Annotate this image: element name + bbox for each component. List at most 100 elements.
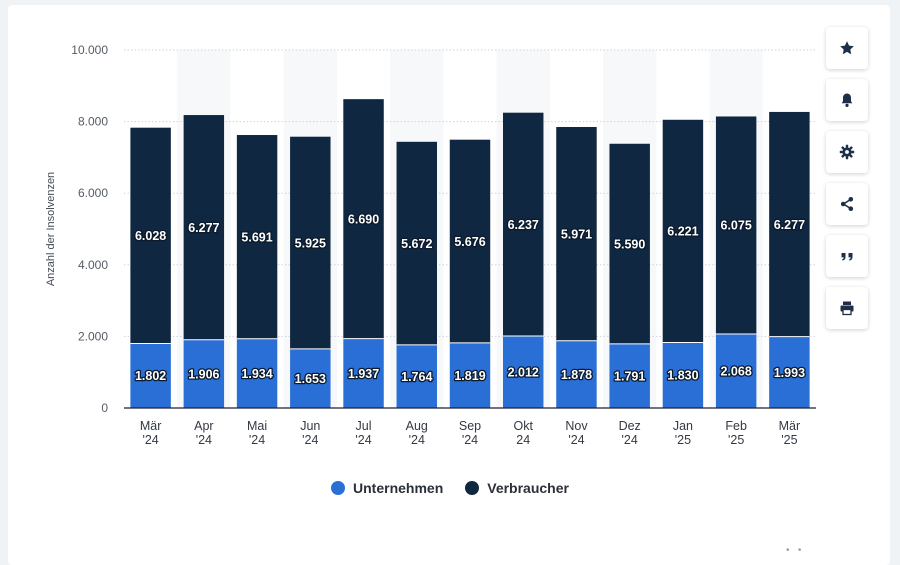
stacked-bar-chart: 0 2.000 4.000 6.000 8.000 10.000 Anzahl der In… bbox=[45, 43, 816, 447]
x-tick-label: Jun bbox=[300, 419, 320, 433]
legend-swatch-verbraucher bbox=[465, 481, 480, 495]
bar-verbraucher bbox=[556, 127, 597, 341]
x-tick-label-year: '24 bbox=[355, 433, 371, 447]
x-tick-label-year: '24 bbox=[249, 433, 265, 447]
x-tick-label-year: '25 bbox=[728, 433, 744, 447]
bar-verbraucher bbox=[290, 136, 331, 349]
data-label-unternehmen: 1.906 bbox=[188, 367, 219, 381]
legend-item-verbraucher[interactable]: Verbraucher bbox=[465, 480, 569, 496]
chart-legend: Unternehmen Verbraucher bbox=[0, 480, 900, 496]
x-tick-label-year: '24 bbox=[302, 433, 318, 447]
x-tick-label-year: '24 bbox=[568, 433, 584, 447]
x-tick-label-year: '24 bbox=[142, 433, 158, 447]
bar-unternehmen bbox=[609, 343, 650, 408]
bar-unternehmen bbox=[130, 343, 171, 408]
bar-unternehmen bbox=[343, 338, 384, 408]
data-label-verbraucher: 6.028 bbox=[135, 229, 166, 243]
bar-verbraucher bbox=[396, 141, 437, 345]
data-label-verbraucher: 6.277 bbox=[188, 221, 219, 235]
bar-verbraucher bbox=[715, 116, 757, 334]
data-label-verbraucher: 6.221 bbox=[667, 225, 698, 239]
settings-button[interactable] bbox=[826, 131, 868, 173]
legend-label-unternehmen: Unternehmen bbox=[353, 480, 444, 496]
bar-unternehmen bbox=[183, 339, 225, 408]
data-label-unternehmen: 1.764 bbox=[401, 370, 432, 384]
data-label-unternehmen: 1.653 bbox=[295, 372, 326, 386]
data-label-verbraucher: 5.971 bbox=[561, 227, 592, 241]
chart-toolbar bbox=[826, 27, 870, 339]
data-label-unternehmen: 1.802 bbox=[135, 369, 166, 383]
data-label-verbraucher: 6.277 bbox=[774, 218, 805, 232]
data-label-verbraucher: 5.925 bbox=[295, 236, 326, 250]
bar-unternehmen bbox=[396, 344, 437, 408]
y-tick-label: 4.000 bbox=[78, 258, 108, 272]
x-tick-label: Dez bbox=[619, 419, 641, 433]
bar-verbraucher bbox=[236, 135, 278, 339]
x-tick-label: Mai bbox=[247, 419, 267, 433]
star-icon bbox=[840, 41, 854, 55]
x-tick-label: Aug bbox=[406, 419, 428, 433]
bar-unternehmen bbox=[290, 348, 331, 408]
favorite-button[interactable] bbox=[826, 27, 868, 69]
y-tick-label: 0 bbox=[101, 401, 108, 415]
y-axis-title: Anzahl der Insolvenzen bbox=[45, 172, 57, 286]
bar-verbraucher bbox=[343, 99, 384, 339]
x-tick-label-year: '25 bbox=[781, 433, 797, 447]
x-tick-label: Feb bbox=[725, 419, 747, 433]
x-tick-label: Jul bbox=[356, 419, 372, 433]
y-tick-label: 6.000 bbox=[78, 186, 108, 200]
data-label-verbraucher: 5.590 bbox=[614, 237, 645, 251]
x-tick-label: Mär bbox=[779, 419, 801, 433]
x-tick-label-year: '24 bbox=[196, 433, 212, 447]
data-label-unternehmen: 1.791 bbox=[614, 369, 645, 383]
bell-icon bbox=[841, 93, 853, 107]
data-label-verbraucher: 6.075 bbox=[721, 219, 752, 233]
x-tick-label: Mär bbox=[140, 419, 162, 433]
cite-button[interactable] bbox=[826, 235, 868, 277]
bar-verbraucher bbox=[449, 139, 491, 343]
legend-swatch-unternehmen bbox=[331, 481, 346, 495]
legend-item-unternehmen[interactable]: Unternehmen bbox=[331, 480, 443, 496]
bar-unternehmen bbox=[769, 336, 810, 408]
data-label-unternehmen: 1.937 bbox=[348, 367, 379, 381]
bar-unternehmen bbox=[503, 335, 544, 408]
notification-button[interactable] bbox=[826, 79, 868, 121]
y-tick-label: 2.000 bbox=[78, 329, 108, 343]
bar-verbraucher bbox=[503, 112, 544, 336]
x-tick-label: Apr bbox=[194, 419, 213, 433]
x-tick-label: Nov bbox=[565, 419, 588, 433]
x-tick-label-year: '24 bbox=[409, 433, 425, 447]
print-icon bbox=[840, 301, 854, 316]
bar-unternehmen bbox=[715, 333, 757, 408]
more-dots: • • bbox=[786, 545, 802, 556]
bar-verbraucher bbox=[609, 143, 650, 344]
data-label-unternehmen: 2.068 bbox=[721, 364, 752, 378]
print-button[interactable] bbox=[826, 287, 868, 329]
bar-unternehmen bbox=[449, 342, 491, 408]
x-tick-label: Jan bbox=[673, 419, 693, 433]
data-label-verbraucher: 6.237 bbox=[508, 218, 539, 232]
x-tick-label-year: '24 bbox=[462, 433, 478, 447]
bar-verbraucher bbox=[130, 127, 171, 344]
x-tick-label-year: 24 bbox=[516, 433, 530, 447]
bar-unternehmen bbox=[662, 342, 704, 408]
data-label-unternehmen: 1.878 bbox=[561, 368, 592, 382]
data-label-verbraucher: 6.690 bbox=[348, 212, 379, 226]
share-icon bbox=[840, 197, 854, 211]
x-tick-label: Sep bbox=[459, 419, 481, 433]
data-label-verbraucher: 5.672 bbox=[401, 237, 432, 251]
x-tick-label: Okt bbox=[514, 419, 534, 433]
data-label-unternehmen: 1.830 bbox=[667, 369, 698, 383]
bar-unternehmen bbox=[556, 340, 597, 408]
share-button[interactable] bbox=[826, 183, 868, 225]
legend-label-verbraucher: Verbraucher bbox=[487, 480, 569, 496]
y-tick-label: 10.000 bbox=[71, 43, 108, 57]
data-label-unternehmen: 1.819 bbox=[454, 369, 485, 383]
y-tick-label: 8.000 bbox=[78, 115, 108, 129]
data-label-unternehmen: 2.012 bbox=[508, 365, 539, 379]
bar-verbraucher bbox=[769, 111, 810, 337]
data-label-verbraucher: 5.676 bbox=[454, 235, 485, 249]
bar-verbraucher bbox=[183, 115, 225, 340]
gear-icon bbox=[839, 144, 855, 160]
x-tick-label-year: '24 bbox=[622, 433, 638, 447]
